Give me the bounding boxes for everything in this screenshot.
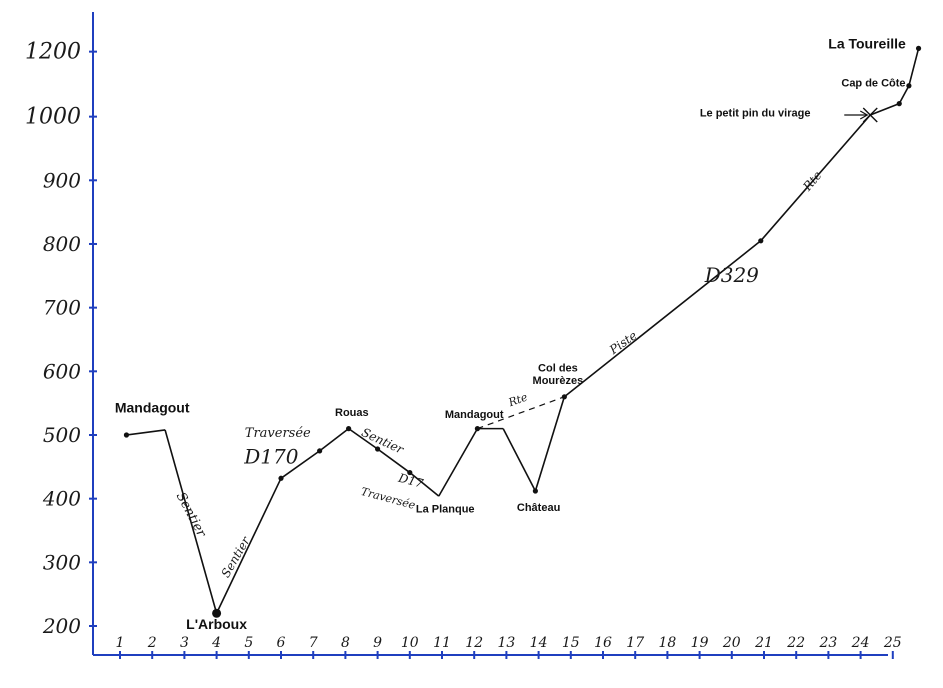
- y-axis: 200 300 400 500 600 700 800 900 1000 1200: [25, 12, 97, 655]
- data-point: [346, 426, 352, 432]
- x-tick-label: 6: [277, 635, 286, 651]
- y-tick-label: 400: [42, 487, 81, 511]
- x-tick-label: 4: [211, 635, 221, 651]
- x-tick-label: 10: [401, 635, 419, 651]
- series-segment: [319, 427, 350, 452]
- x-tick-label: 24: [851, 635, 870, 651]
- place-label: Mourèzes: [533, 375, 584, 387]
- x-tick-label: 18: [658, 635, 676, 651]
- route-annotation: Traversée: [245, 426, 311, 441]
- x-tick-label: 17: [626, 635, 644, 651]
- x-tick-label: 22: [786, 635, 805, 651]
- y-tick-label: 1200: [25, 40, 81, 65]
- y-tick-label: 600: [43, 359, 81, 383]
- y-tick-label: 200: [42, 614, 81, 638]
- point-markers: [123, 45, 922, 618]
- series-segment: [563, 240, 762, 398]
- x-tick-label: 3: [180, 635, 189, 651]
- route-annotation: D329: [704, 263, 759, 287]
- series-segment: [126, 429, 166, 436]
- route-annotation: Sentier: [173, 490, 209, 540]
- data-point: [532, 488, 538, 494]
- route-annotation: D170: [243, 445, 298, 469]
- x-tick-label: 16: [594, 635, 612, 651]
- data-point: [375, 446, 381, 452]
- series-segment: [502, 428, 537, 492]
- y-tick-label: 900: [43, 168, 81, 192]
- data-point: [561, 394, 567, 400]
- x-tick-label: 2: [147, 635, 157, 651]
- place-label: Rouas: [335, 407, 369, 419]
- series-segment: [898, 85, 910, 105]
- x-tick-label: 12: [465, 635, 483, 651]
- series-segment: [280, 450, 321, 479]
- data-point: [896, 101, 902, 107]
- x-tick-label: 1: [116, 635, 125, 651]
- y-tick-label: 800: [43, 232, 81, 256]
- data-point: [278, 475, 284, 481]
- x-tick-label: 7: [309, 635, 318, 651]
- x-tick-label: 20: [722, 635, 741, 651]
- dashed-road-segment: [477, 396, 565, 430]
- place-label: Le petit pin du virage: [700, 108, 811, 120]
- x-tick-label: 14: [530, 635, 548, 651]
- data-point: [474, 426, 481, 432]
- data-point: [407, 469, 413, 476]
- series-segment: [869, 102, 900, 116]
- series-segment: [760, 114, 871, 242]
- x-axis: 1 2 3 4 5 6 7 8 9 10 11 12 13 14 15 16 17 18 19 20 21 22 23 24 2…: [93, 635, 902, 659]
- x-tick-label: 19: [691, 635, 709, 651]
- pine-arrow-head: [859, 110, 869, 120]
- place-label: La Toureille: [828, 35, 906, 51]
- series-line: [126, 48, 920, 614]
- y-tick-label: 300: [43, 550, 81, 574]
- place-label: L'Arboux: [186, 616, 247, 632]
- x-tick-label: 11: [433, 635, 451, 651]
- series-segment: [348, 427, 379, 450]
- place-label: Mandagout: [445, 409, 504, 421]
- route-annotation: Traversée: [360, 485, 418, 512]
- x-tick-label: 21: [754, 635, 773, 651]
- x-tick-label: 15: [562, 635, 580, 651]
- x-tick-label: 8: [341, 635, 350, 651]
- route-annotation: D17: [396, 471, 425, 491]
- pine-cross-mark: [862, 107, 878, 123]
- series-segment: [534, 396, 566, 492]
- data-point: [915, 45, 922, 51]
- series-segment: [409, 471, 440, 497]
- x-tick-label: 23: [818, 635, 837, 651]
- route-annotation: Piste: [606, 328, 639, 357]
- route-annotation: Rte: [506, 390, 530, 409]
- x-tick-label: 5: [244, 635, 253, 651]
- place-label: Mandagout: [115, 400, 190, 416]
- data-point: [123, 432, 130, 438]
- series-segment: [377, 448, 411, 474]
- series-segment: [438, 428, 479, 497]
- series-segment: [908, 48, 920, 86]
- series-segment: [164, 429, 218, 614]
- y-tick-label: 500: [43, 423, 81, 447]
- data-point: [758, 238, 764, 244]
- x-tick-label: 9: [373, 635, 382, 651]
- x-tick-label: 13: [497, 635, 515, 651]
- y-tick-label: 1000: [25, 105, 81, 130]
- place-labels: Mandagout L'Arboux Rouas Mandagout La Planqu…: [115, 35, 906, 632]
- data-point: [212, 608, 222, 618]
- data-point: [317, 448, 323, 454]
- data-point: [906, 83, 912, 89]
- place-label: La Planque: [416, 504, 475, 516]
- place-label: Cap de Côte: [841, 77, 905, 89]
- place-label: Château: [517, 502, 560, 514]
- series-segment: [215, 477, 282, 614]
- x-tick-label: 25: [883, 635, 902, 651]
- y-tick-label: 700: [43, 296, 81, 320]
- place-label: Col des: [538, 362, 578, 374]
